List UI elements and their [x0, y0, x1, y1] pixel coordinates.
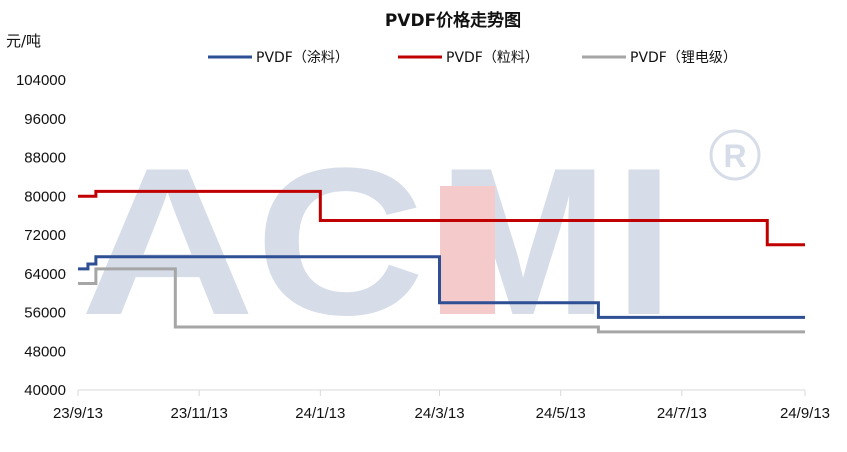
watermark-letter-c: C	[255, 124, 425, 359]
y-tick-label: 80000	[24, 188, 66, 205]
x-tick-label: 24/7/13	[657, 405, 707, 422]
watermark-accent-block	[440, 186, 495, 314]
legend-label-3: PVDF（锂电级）	[630, 50, 737, 66]
y-tick-label: 56000	[24, 305, 66, 322]
x-axis: 23/9/13 23/11/13 24/1/13 24/3/13 24/5/13 24/7…	[53, 389, 830, 422]
y-tick-label: 40000	[24, 382, 66, 399]
watermark-logo: A C M I R	[80, 124, 761, 359]
watermark-letter-i: I	[614, 124, 674, 359]
legend-label-1: PVDF（涂料）	[256, 50, 349, 66]
legend: PVDF（涂料） PVDF（粒料） PVDF（锂电级）	[208, 50, 737, 66]
series-line-1	[78, 255, 805, 319]
y-axis: 40000 48000 56000 64000 72000 80000 88000 96000…	[16, 72, 66, 399]
y-tick-label: 88000	[24, 150, 66, 167]
x-tick-label: 24/9/13	[780, 405, 830, 422]
series-line-2	[78, 189, 805, 247]
watermark-letter-a: A	[80, 124, 255, 359]
series-line-3	[78, 267, 805, 334]
x-tick-label: 23/9/13	[53, 405, 103, 422]
y-tick-label: 104000	[16, 72, 66, 89]
y-tick-label: 96000	[24, 111, 66, 128]
x-tick-label: 24/3/13	[414, 405, 464, 422]
y-tick-label: 64000	[24, 266, 66, 283]
y-tick-label: 48000	[24, 343, 66, 360]
x-tick-label: 24/1/13	[295, 405, 345, 422]
x-tick-label: 24/5/13	[536, 405, 586, 422]
y-axis-unit-label: 元/吨	[6, 32, 41, 50]
series-layer	[78, 189, 805, 334]
watermark-registered-letter: R	[723, 138, 746, 174]
chart-title: PVDF价格走势图	[385, 10, 521, 31]
watermark-registered-circle	[709, 129, 761, 181]
y-tick-label: 72000	[24, 227, 66, 244]
x-tick-label: 23/11/13	[171, 405, 228, 422]
legend-label-2: PVDF（粒料）	[446, 50, 539, 66]
